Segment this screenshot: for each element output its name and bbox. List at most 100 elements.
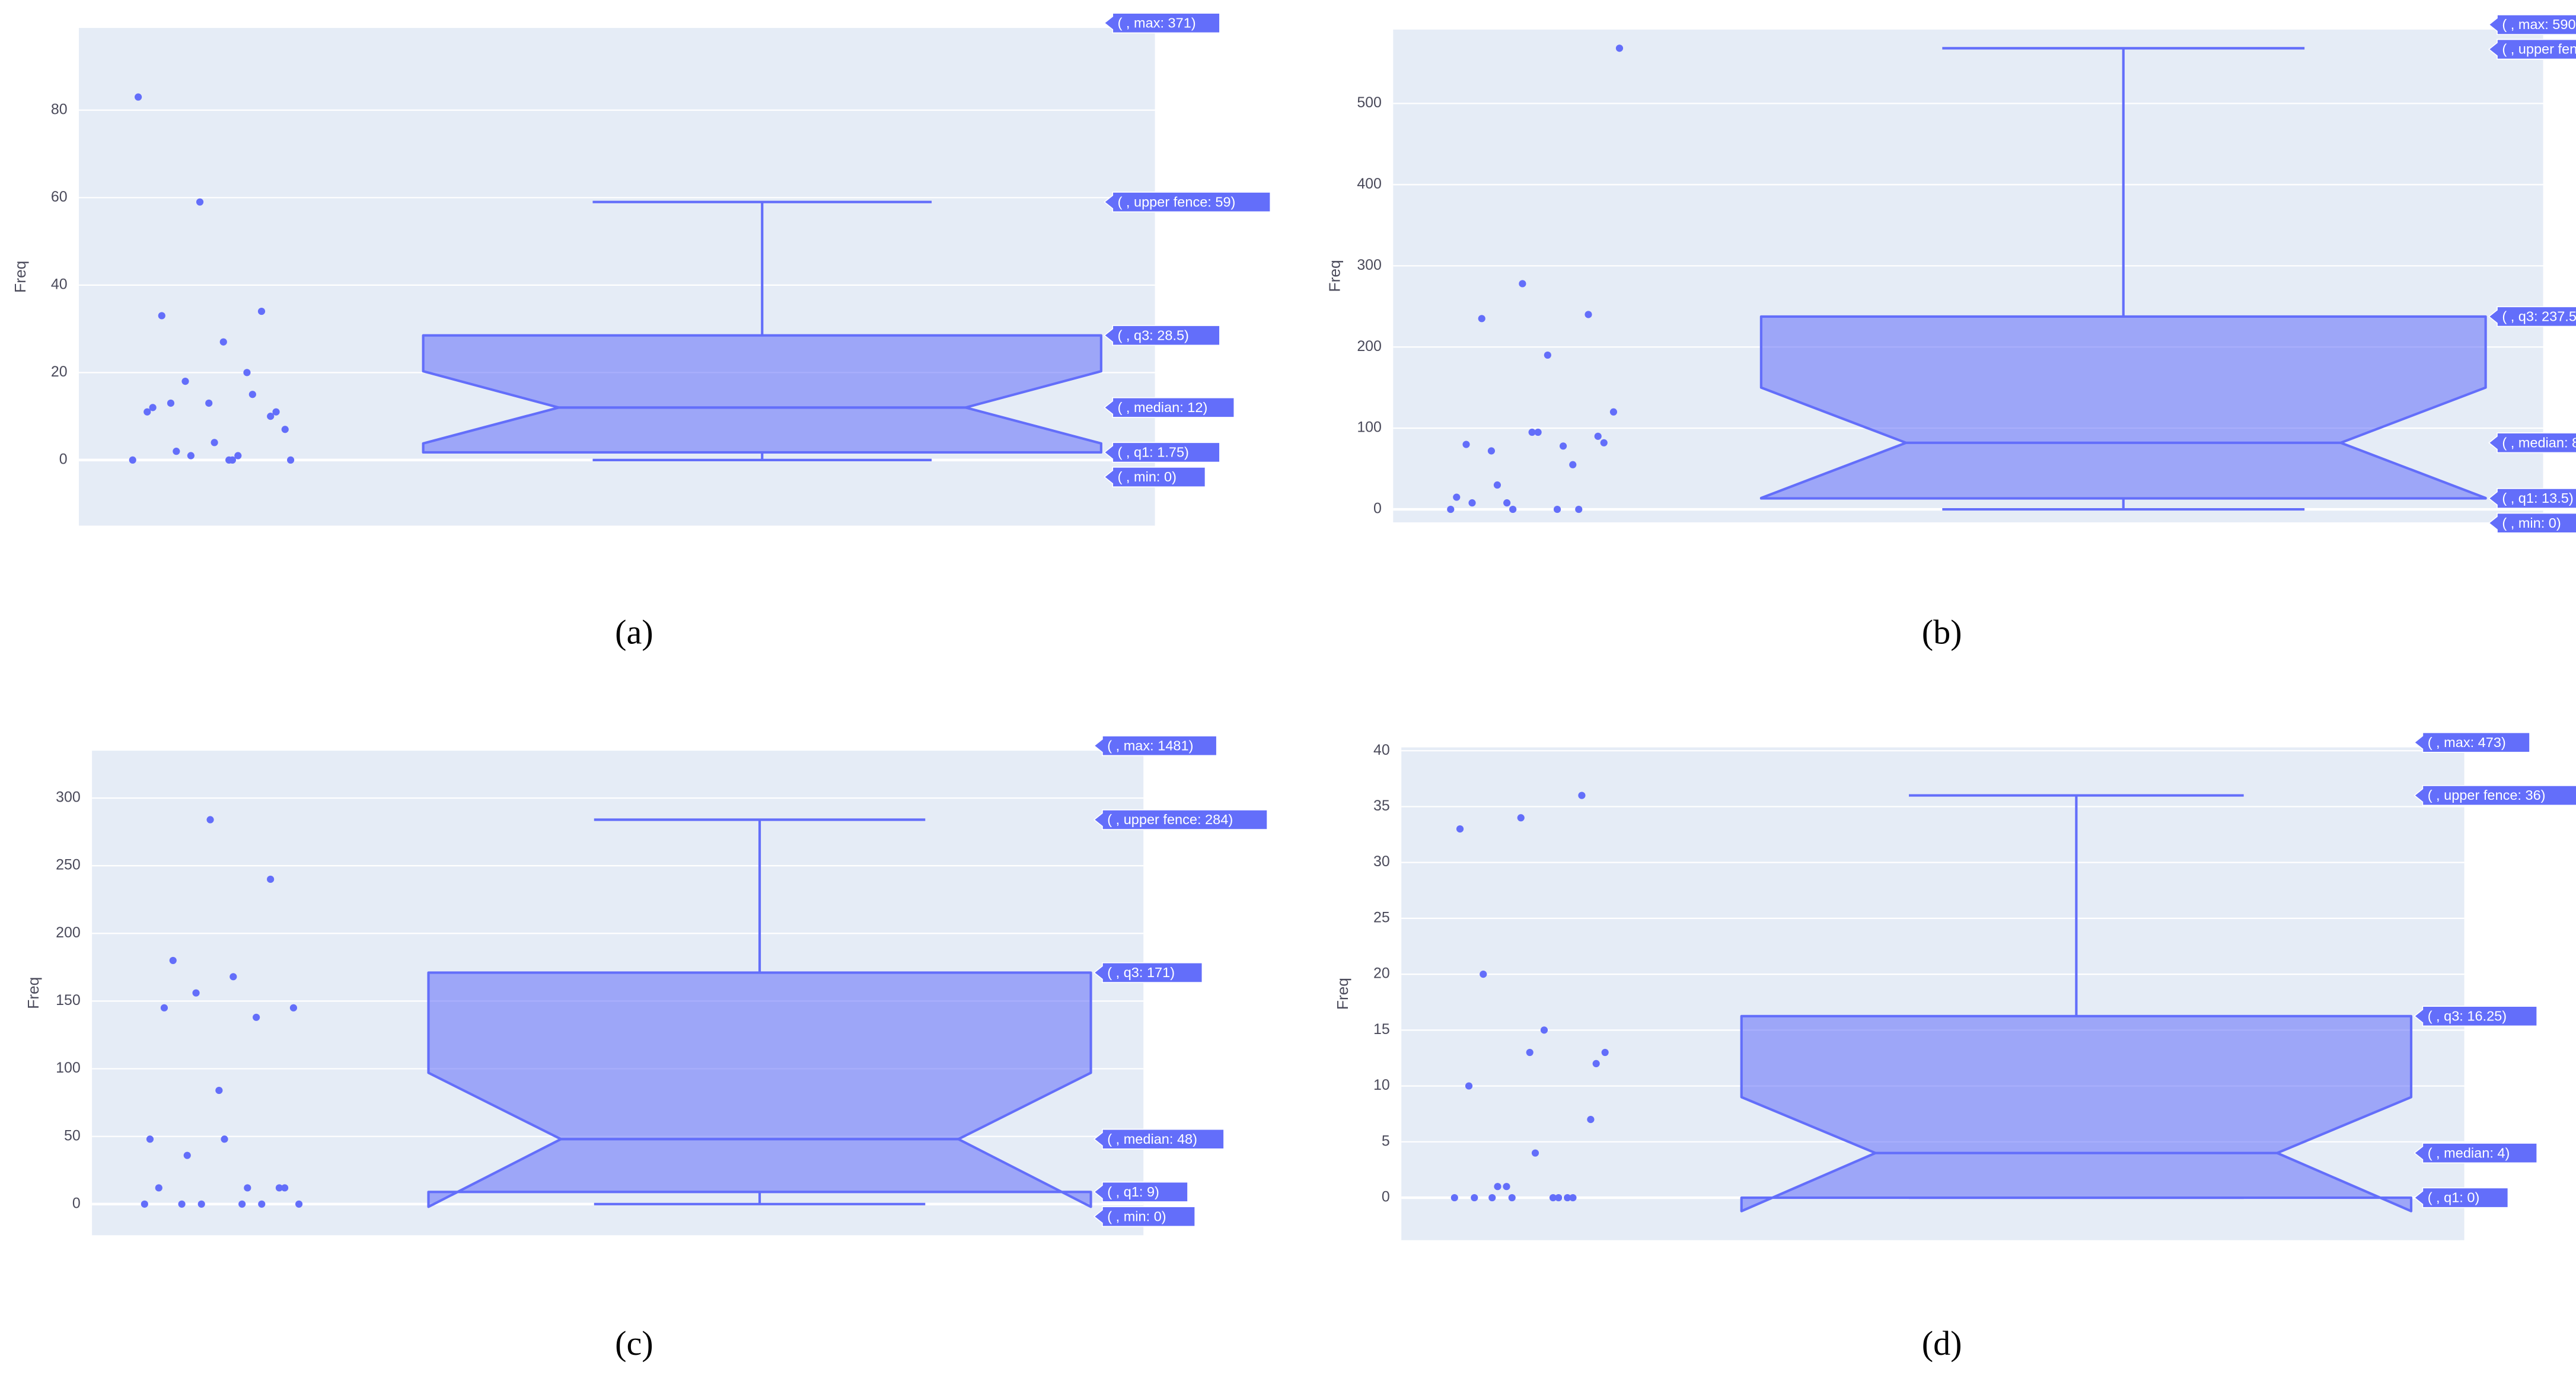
- data-point: [1531, 1149, 1539, 1157]
- hover-label-box: [2414, 1187, 2509, 1208]
- data-point: [258, 1200, 266, 1208]
- y-tick-label: 25: [1373, 909, 1390, 926]
- data-point: [1471, 1194, 1478, 1202]
- y-tick-label: 30: [1373, 853, 1390, 870]
- data-point: [1453, 493, 1461, 501]
- y-tick-label: 100: [56, 1060, 81, 1076]
- data-point: [158, 312, 165, 320]
- data-point: [1600, 439, 1608, 446]
- data-point: [129, 456, 136, 464]
- y-tick-label: 5: [1382, 1132, 1390, 1149]
- data-point: [1468, 499, 1476, 507]
- data-point: [1540, 1026, 1548, 1034]
- data-point: [248, 391, 256, 398]
- data-point: [1447, 505, 1455, 513]
- hover-label-box: [2414, 1006, 2538, 1027]
- data-point: [243, 369, 251, 376]
- hover-label-box: [2488, 14, 2576, 36]
- hover-label-text: ( , max: 473): [2428, 735, 2506, 750]
- data-point: [155, 1184, 162, 1192]
- hover-label-box: [1093, 1206, 1196, 1227]
- hover-label-text: ( , q3: 171): [1107, 965, 1175, 980]
- caption: (d): [1922, 1324, 1962, 1363]
- data-point: [205, 399, 213, 407]
- hover-label: ( , min: 0): [1104, 467, 1206, 487]
- data-point: [211, 439, 218, 446]
- data-point: [187, 452, 195, 460]
- data-point: [1587, 1116, 1595, 1124]
- y-tick-label: 500: [1357, 94, 1382, 111]
- data-point: [1549, 1194, 1557, 1202]
- data-point: [238, 1200, 246, 1208]
- hover-label: ( , upper fence: 284): [1093, 809, 1268, 830]
- data-point: [1488, 1194, 1496, 1202]
- y-tick-label: 250: [56, 857, 81, 873]
- data-point: [289, 1004, 298, 1012]
- hover-label-text: ( , q3: 16.25): [2428, 1008, 2507, 1023]
- hover-label: ( , max: 473): [2414, 732, 2530, 753]
- hover-label-box: [2414, 785, 2576, 806]
- hover-label-text: ( , q1: 13.5): [2502, 490, 2573, 506]
- hover-label: ( , min: 0): [2488, 512, 2576, 534]
- hover-label-box: [1104, 467, 1206, 487]
- hover-label-text: ( , upper fence: 568): [2502, 42, 2576, 57]
- hover-label: ( , max: 371): [1104, 12, 1220, 34]
- y-tick-label: 200: [1357, 338, 1382, 355]
- y-tick-label: 20: [1373, 965, 1390, 982]
- data-point: [192, 989, 200, 997]
- data-point: [1503, 499, 1511, 507]
- data-point: [275, 1184, 283, 1192]
- y-tick-label: 50: [64, 1127, 81, 1144]
- data-point: [1601, 1048, 1609, 1057]
- hover-label-text: ( , q3: 28.5): [1118, 327, 1189, 343]
- data-point: [281, 426, 289, 433]
- data-point: [1509, 505, 1517, 513]
- hover-label-box: [1093, 735, 1217, 757]
- y-tick-label: 0: [1382, 1189, 1390, 1205]
- data-point: [281, 1184, 289, 1192]
- data-point: [272, 408, 280, 416]
- hover-label-text: ( , max: 5900): [2502, 17, 2576, 32]
- hover-label-text: ( , upper fence: 284): [1107, 812, 1233, 827]
- data-point: [1478, 315, 1485, 323]
- y-tick-label: 35: [1373, 797, 1390, 814]
- box-body: [1759, 315, 2487, 500]
- data-point: [1569, 1194, 1577, 1202]
- data-point: [1559, 442, 1567, 450]
- data-point: [1480, 971, 1487, 978]
- hover-label-box: [1104, 325, 1220, 346]
- caption: (a): [615, 612, 653, 651]
- box-body: [427, 971, 1092, 1208]
- data-point: [229, 973, 237, 981]
- data-point: [1462, 441, 1470, 448]
- data-point: [219, 338, 227, 346]
- data-point: [1615, 44, 1624, 52]
- hover-label: ( , max: 1481): [1093, 735, 1217, 757]
- hover-label-text: ( , max: 1481): [1107, 738, 1193, 753]
- data-point: [1564, 1194, 1571, 1202]
- data-point: [1594, 432, 1602, 440]
- hover-label-box: [2488, 512, 2576, 534]
- hover-label: ( , upper fence: 59): [1104, 192, 1271, 213]
- y-tick-label: 300: [56, 789, 81, 806]
- data-point: [1519, 280, 1526, 288]
- hover-label: ( , q3: 16.25): [2414, 1006, 2538, 1027]
- data-point: [196, 198, 204, 206]
- hover-label-text: ( , q1: 0): [2428, 1190, 2480, 1205]
- data-point: [146, 1135, 154, 1143]
- hover-label-text: ( , max: 371): [1118, 15, 1196, 30]
- data-point: [144, 408, 151, 416]
- hover-label-text: ( , min: 0): [1107, 1208, 1166, 1224]
- hover-label: ( , upper fence: 36): [2414, 785, 2576, 806]
- data-point: [1456, 825, 1464, 833]
- hover-label-text: ( , min: 0): [2502, 515, 2561, 531]
- hover-label: ( , median: 48): [1093, 1128, 1225, 1150]
- hover-label: ( , median: 12): [1104, 397, 1235, 418]
- hover-label: ( , q3: 28.5): [1104, 325, 1220, 346]
- hover-label-box: [1093, 1128, 1225, 1150]
- hover-label-text: ( , q1: 9): [1107, 1184, 1159, 1199]
- data-point: [178, 1200, 186, 1208]
- hover-label-box: [2414, 1143, 2538, 1164]
- box-chart: 0 50 100 150 200 250 300 Freq ( , max: 1481) ( , …: [24, 735, 1268, 1236]
